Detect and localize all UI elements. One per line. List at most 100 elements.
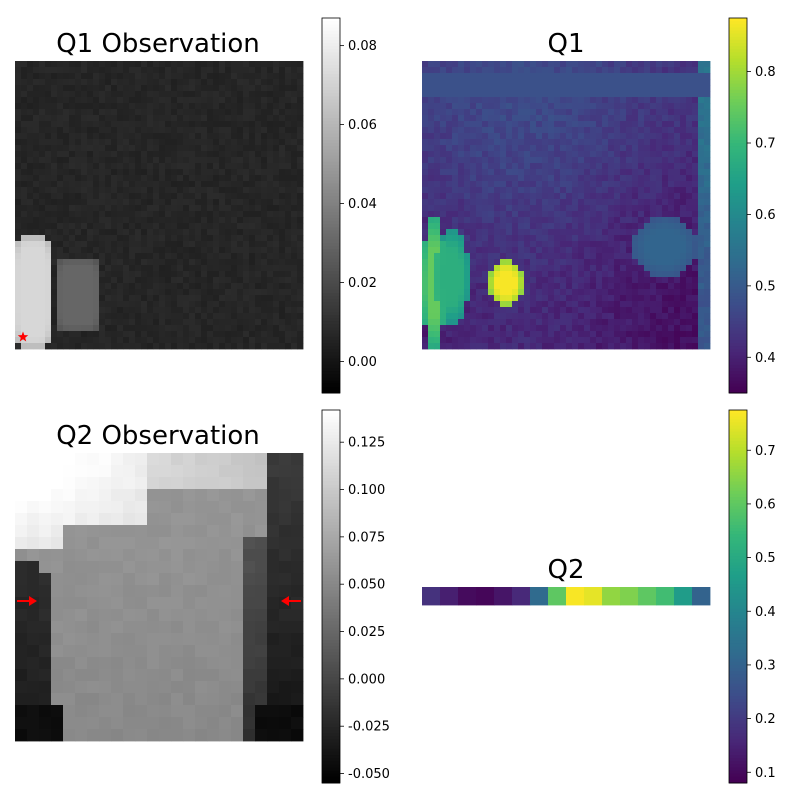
heatmap-cell: [291, 157, 298, 164]
heatmap-cell: [638, 61, 645, 68]
heatmap-cell: [261, 259, 268, 266]
heatmap-cell: [183, 133, 190, 140]
heatmap-cell: [99, 253, 106, 260]
heatmap-cell: [470, 151, 477, 158]
colorbar-segment: [729, 102, 747, 107]
colorbar-segment: [322, 208, 340, 213]
heatmap-cell: [464, 277, 471, 284]
heatmap-cell: [27, 133, 34, 140]
heatmap-cell: [183, 343, 190, 350]
heatmap-cell: [584, 133, 591, 140]
heatmap-cell: [554, 325, 561, 332]
heatmap-cell: [428, 169, 435, 176]
heatmap-cell: [470, 229, 477, 236]
heatmap-cell: [698, 193, 705, 200]
heatmap-cell: [201, 235, 208, 242]
heatmap-cell: [422, 229, 429, 236]
heatmap-cell: [422, 115, 429, 122]
heatmap-cell: [452, 313, 459, 320]
heatmap-cell: [183, 331, 190, 338]
heatmap-cell: [63, 229, 70, 236]
heatmap-cell: [518, 109, 525, 116]
heatmap-cell: [680, 235, 687, 242]
heatmap-cell: [650, 295, 657, 302]
heatmap-cell: [207, 241, 214, 248]
colorbar-segment: [729, 18, 747, 22]
heatmap-cell: [159, 67, 166, 74]
heatmap-cell: [548, 319, 555, 326]
heatmap-cell: [285, 169, 292, 176]
heatmap-cell: [422, 145, 429, 152]
heatmap-cell: [500, 151, 507, 158]
heatmap-cell: [626, 295, 633, 302]
heatmap-cell: [578, 241, 585, 248]
heatmap-cell: [27, 193, 34, 200]
heatmap-cell: [572, 145, 579, 152]
heatmap-cell: [81, 175, 88, 182]
heatmap-cell: [560, 331, 567, 338]
heatmap-cell: [51, 325, 58, 332]
heatmap-cell: [692, 127, 699, 134]
heatmap-cell: [632, 283, 639, 290]
heatmap-cell: [153, 109, 160, 116]
heatmap-cell: [464, 115, 471, 122]
heatmap-cell: [632, 169, 639, 176]
heatmap-cell: [165, 217, 172, 224]
heatmap-cell: [15, 277, 22, 284]
heatmap-cell: [608, 247, 615, 254]
heatmap-cell: [548, 163, 555, 170]
heatmap-cell: [422, 97, 429, 104]
heatmap-cell: [153, 343, 160, 350]
heatmap-cell: [93, 319, 100, 326]
heatmap-cell: [291, 343, 298, 350]
heatmap-cell: [213, 121, 220, 128]
heatmap-cell: [668, 307, 675, 314]
heatmap-cell: [171, 465, 184, 478]
heatmap-cell: [171, 277, 178, 284]
heatmap-cell: [584, 235, 591, 242]
heatmap-cell: [279, 307, 286, 314]
heatmap-cell: [476, 283, 483, 290]
heatmap-cell: [698, 223, 705, 230]
heatmap-cell: [15, 325, 22, 332]
heatmap-cell: [219, 489, 232, 502]
heatmap-cell: [45, 115, 52, 122]
heatmap-cell: [686, 157, 693, 164]
heatmap-cell: [249, 91, 256, 98]
heatmap-cell: [614, 187, 621, 194]
heatmap-cell: [698, 61, 705, 68]
heatmap-cell: [686, 301, 693, 308]
heatmap-cell: [135, 139, 142, 146]
heatmap-cell: [698, 277, 705, 284]
heatmap-cell: [494, 61, 501, 68]
heatmap-cell: [620, 133, 627, 140]
colorbar-segment: [322, 243, 340, 247]
heatmap-cell: [686, 97, 693, 104]
heatmap-cell: [572, 115, 579, 122]
heatmap-cell: [255, 103, 262, 110]
heatmap-cell: [482, 121, 489, 128]
heatmap-cell: [189, 283, 196, 290]
heatmap-cell: [117, 193, 124, 200]
heatmap-cell: [237, 271, 244, 278]
heatmap-cell: [620, 61, 627, 68]
colorbar-segment: [729, 118, 747, 122]
heatmap-cell: [620, 247, 627, 254]
heatmap-cell: [428, 145, 435, 152]
heatmap-cell: [285, 241, 292, 248]
heatmap-cell: [27, 253, 34, 260]
heatmap-cell: [536, 247, 543, 254]
heatmap-cell: [704, 181, 711, 188]
colorbar-segment: [322, 264, 340, 269]
heatmap-cell: [267, 133, 274, 140]
heatmap-cell: [464, 241, 471, 248]
heatmap-cell: [45, 277, 52, 284]
heatmap-cell: [476, 133, 483, 140]
heatmap-cell: [476, 151, 483, 158]
heatmap-cell: [105, 199, 112, 206]
heatmap-cell: [452, 223, 459, 230]
heatmap-cell: [51, 319, 58, 326]
heatmap-cell: [488, 163, 495, 170]
colorbar-segment: [322, 368, 340, 372]
heatmap-cell: [39, 175, 46, 182]
